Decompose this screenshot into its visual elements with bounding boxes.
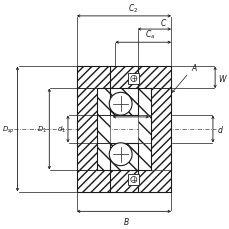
Text: $A$: $A$ — [190, 62, 197, 73]
Text: $D_{sp}$: $D_{sp}$ — [3, 124, 15, 135]
Text: $d_1$: $d_1$ — [57, 124, 65, 134]
Text: $C_a$: $C_a$ — [144, 28, 154, 41]
Polygon shape — [96, 143, 151, 170]
Text: $W$: $W$ — [218, 73, 227, 84]
Text: $S$: $S$ — [120, 102, 127, 113]
Polygon shape — [76, 89, 96, 170]
Circle shape — [109, 143, 131, 166]
Text: $C_2$: $C_2$ — [127, 2, 137, 15]
Text: $D_1$: $D_1$ — [37, 124, 47, 134]
Polygon shape — [76, 170, 170, 192]
Bar — [128, 174, 139, 185]
Bar — [128, 74, 139, 85]
Text: $d$: $d$ — [216, 124, 223, 135]
Text: $B$: $B$ — [122, 215, 129, 226]
Circle shape — [130, 76, 136, 82]
Polygon shape — [96, 89, 151, 116]
Text: $C$: $C$ — [159, 17, 166, 28]
Circle shape — [109, 93, 131, 116]
Circle shape — [130, 177, 136, 183]
Polygon shape — [137, 116, 151, 143]
Polygon shape — [151, 89, 170, 170]
Polygon shape — [96, 116, 110, 143]
Polygon shape — [76, 67, 170, 89]
